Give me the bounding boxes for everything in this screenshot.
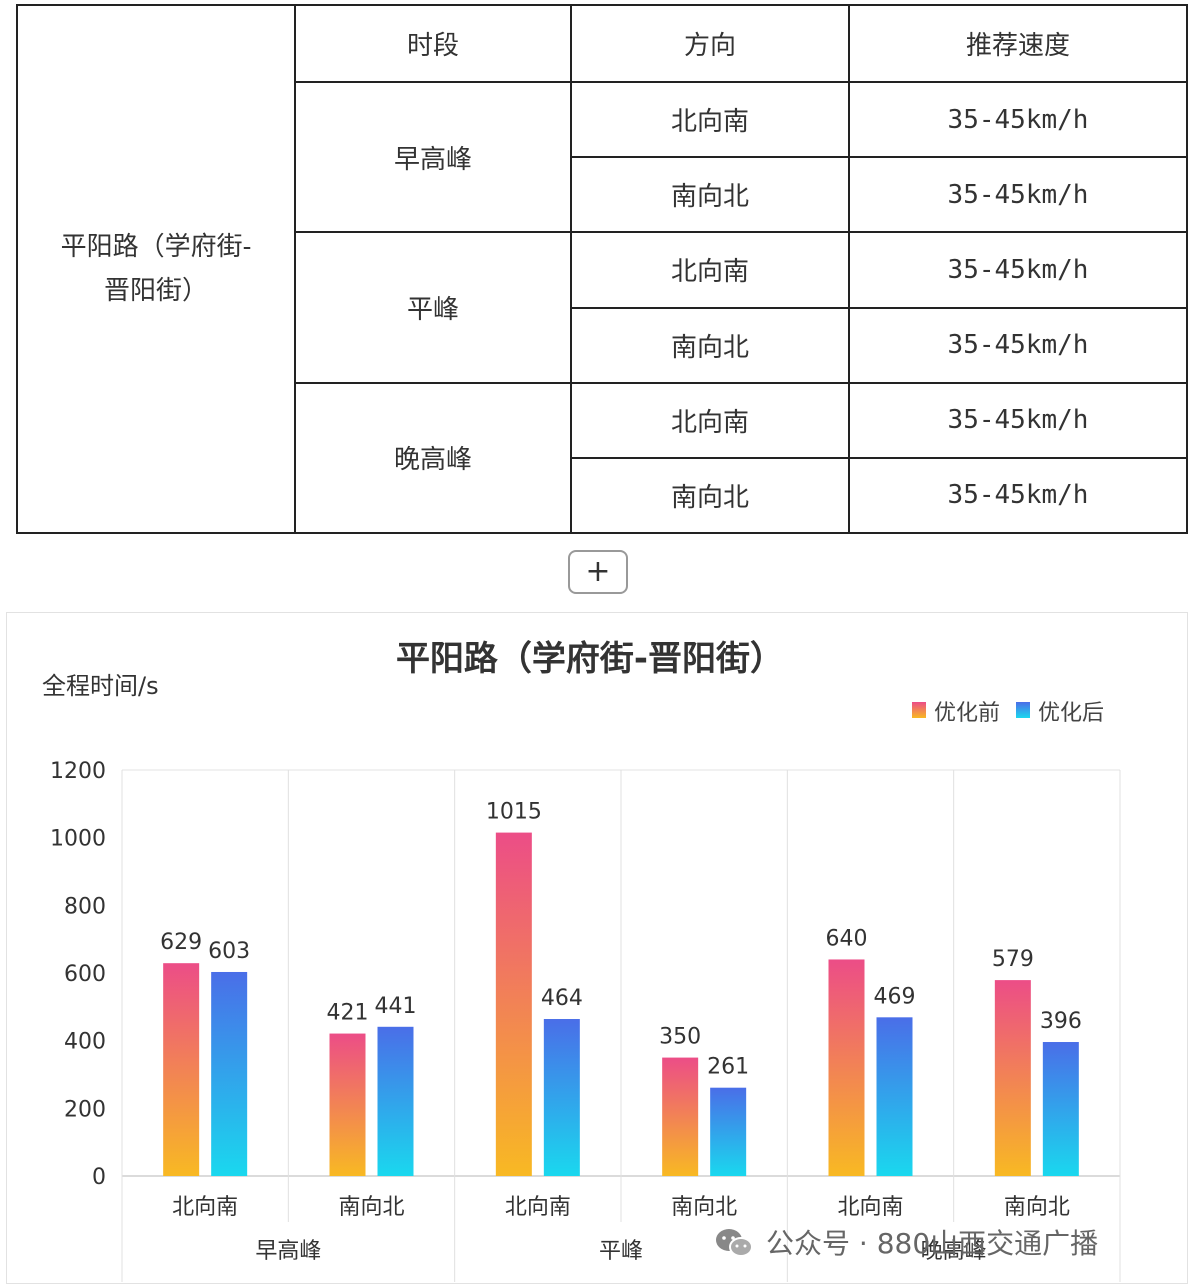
- chart-panel: [6, 612, 1188, 1284]
- bar-优化前: [495, 832, 532, 1176]
- speed-cell: 35-45km/h: [848, 231, 1188, 309]
- data-label: 421: [327, 1001, 369, 1026]
- x-tick-label: 北向南: [505, 1195, 571, 1220]
- y-axis-label: 全程时间/s: [42, 672, 159, 700]
- period-off-peak: 平峰: [294, 231, 572, 384]
- y-tick-label: 1000: [50, 827, 106, 852]
- data-label: 396: [1040, 1009, 1082, 1034]
- speed-cell: 35-45km/h: [848, 156, 1188, 234]
- bar-优化前: [828, 959, 865, 1176]
- y-tick-label: 0: [92, 1165, 106, 1190]
- speed-cell: 35-45km/h: [848, 306, 1188, 384]
- watermark-text: 公众号 · 880山西交通广播: [766, 1227, 1099, 1260]
- data-label: 603: [208, 939, 250, 964]
- y-tick-label: 200: [64, 1097, 106, 1122]
- legend-label: 优化后: [1038, 701, 1104, 726]
- road-name-line-1: 平阳路（学府街-: [60, 232, 252, 262]
- direction-cell: 南向北: [570, 156, 850, 234]
- bar-优化前: [163, 963, 200, 1176]
- data-label: 640: [826, 926, 868, 951]
- y-tick-label: 800: [64, 894, 106, 919]
- x-group-label: 早高峰: [255, 1239, 321, 1264]
- period-morning-peak: 早高峰: [294, 81, 572, 234]
- data-label: 441: [375, 994, 417, 1019]
- bar-优化前: [329, 1033, 366, 1176]
- speed-cell: 35-45km/h: [848, 456, 1188, 535]
- speed-table: 平阳路（学府街- 晋阳街） 时段 方向 推荐速度 早高峰 北向南 35-45km…: [16, 3, 1188, 535]
- bar-优化后: [1042, 1042, 1079, 1176]
- bar-优化后: [710, 1087, 747, 1176]
- data-label: 261: [707, 1055, 749, 1080]
- bar-优化前: [662, 1057, 699, 1176]
- legend-label: 优化前: [934, 701, 1000, 726]
- x-tick-label: 南向北: [338, 1195, 404, 1220]
- bar-优化后: [377, 1026, 414, 1176]
- data-label: 579: [992, 947, 1034, 972]
- direction-cell: 南向北: [570, 456, 850, 535]
- road-name-line-2: 晋阳街）: [103, 276, 208, 306]
- period-evening-peak: 晚高峰: [294, 381, 572, 535]
- add-button[interactable]: +: [568, 550, 628, 594]
- header-period: 时段: [294, 3, 572, 84]
- direction-cell: 北向南: [570, 231, 850, 309]
- data-label: 464: [541, 986, 583, 1011]
- data-label: 1015: [486, 800, 542, 825]
- data-label: 350: [659, 1025, 701, 1050]
- data-label: 629: [160, 930, 202, 955]
- direction-cell: 北向南: [570, 81, 850, 159]
- header-direction: 方向: [570, 3, 850, 84]
- wechat-icon: [716, 1229, 753, 1257]
- x-tick-label: 北向南: [837, 1195, 903, 1220]
- x-group-label: 平峰: [599, 1239, 643, 1264]
- bar-优化后: [876, 1017, 913, 1176]
- direction-cell: 北向南: [570, 381, 850, 459]
- y-tick-label: 400: [64, 1030, 106, 1055]
- x-group-label: 晚高峰: [921, 1239, 987, 1264]
- bar-优化后: [211, 971, 248, 1176]
- x-tick-label: 南向北: [671, 1195, 737, 1220]
- legend-swatch: [912, 702, 926, 718]
- direction-cell: 南向北: [570, 306, 850, 384]
- data-label: 469: [874, 984, 916, 1009]
- road-cell: 平阳路（学府街- 晋阳街）: [16, 4, 296, 534]
- legend-swatch: [1016, 702, 1030, 718]
- speed-cell: 35-45km/h: [848, 81, 1188, 159]
- y-tick-label: 1200: [50, 759, 106, 784]
- x-tick-label: 南向北: [1004, 1195, 1070, 1220]
- header-speed: 推荐速度: [848, 3, 1188, 84]
- bar-优化前: [994, 980, 1031, 1176]
- bar-优化后: [543, 1019, 580, 1176]
- speed-cell: 35-45km/h: [848, 381, 1188, 459]
- x-tick-label: 北向南: [172, 1195, 238, 1220]
- watermark: 公众号 · 880山西交通广播: [714, 1222, 1098, 1262]
- y-tick-label: 600: [64, 962, 106, 987]
- chart-title: 平阳路（学府街-晋阳街）: [396, 639, 784, 679]
